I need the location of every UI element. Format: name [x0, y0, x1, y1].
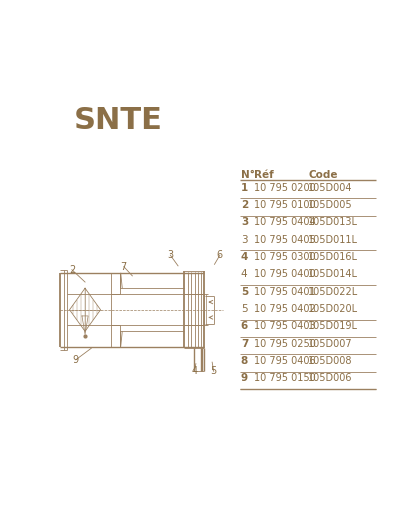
Text: 10 795 0403: 10 795 0403	[254, 322, 315, 331]
Text: 4: 4	[241, 252, 248, 262]
Text: 1: 1	[241, 183, 248, 193]
Text: 6: 6	[217, 250, 223, 260]
Text: 10 795 0250: 10 795 0250	[254, 338, 316, 348]
Text: 105D022L: 105D022L	[308, 287, 359, 297]
Text: 7: 7	[241, 338, 248, 348]
Text: 10 795 0406: 10 795 0406	[254, 356, 315, 366]
Text: 10 795 0300: 10 795 0300	[254, 252, 315, 262]
Text: 105D006: 105D006	[308, 373, 353, 383]
Text: 10 795 0405: 10 795 0405	[254, 234, 316, 244]
Text: 4: 4	[241, 269, 247, 279]
Text: N°: N°	[241, 169, 255, 180]
Text: 105D007: 105D007	[308, 338, 353, 348]
Text: 2: 2	[241, 200, 248, 210]
Text: 2: 2	[69, 265, 75, 275]
Text: 10 795 0400: 10 795 0400	[254, 269, 315, 279]
Text: SNTE: SNTE	[74, 106, 163, 135]
Text: 8: 8	[241, 356, 248, 366]
Text: 6: 6	[241, 322, 248, 331]
Text: 10 795 0100: 10 795 0100	[254, 200, 315, 210]
Text: 5: 5	[241, 287, 248, 297]
Text: 105D014L: 105D014L	[308, 269, 358, 279]
Text: 3: 3	[241, 218, 248, 228]
Text: 9: 9	[73, 355, 79, 365]
Text: 10 795 0200: 10 795 0200	[254, 183, 316, 193]
Text: 3: 3	[241, 234, 247, 244]
Text: Code: Code	[308, 169, 338, 180]
Text: 10 795 0402: 10 795 0402	[254, 304, 316, 314]
Text: 105D019L: 105D019L	[308, 322, 358, 331]
Text: 10 795 0404: 10 795 0404	[254, 218, 315, 228]
Text: 4: 4	[191, 366, 197, 376]
Text: 105D020L: 105D020L	[308, 304, 358, 314]
Text: 105D005: 105D005	[308, 200, 353, 210]
Text: Réf: Réf	[254, 169, 274, 180]
Text: 10 795 0401: 10 795 0401	[254, 287, 315, 297]
Text: 105D004: 105D004	[308, 183, 353, 193]
Text: 10 795 0150: 10 795 0150	[254, 373, 316, 383]
Text: 5: 5	[210, 366, 217, 376]
Text: 5: 5	[241, 304, 247, 314]
Text: 105D016L: 105D016L	[308, 252, 358, 262]
Text: 105D013L: 105D013L	[308, 218, 358, 228]
Text: 3: 3	[167, 250, 173, 260]
Text: 105D008: 105D008	[308, 356, 353, 366]
Text: 105D011L: 105D011L	[308, 234, 358, 244]
Text: 9: 9	[241, 373, 248, 383]
Text: 7: 7	[121, 262, 127, 271]
